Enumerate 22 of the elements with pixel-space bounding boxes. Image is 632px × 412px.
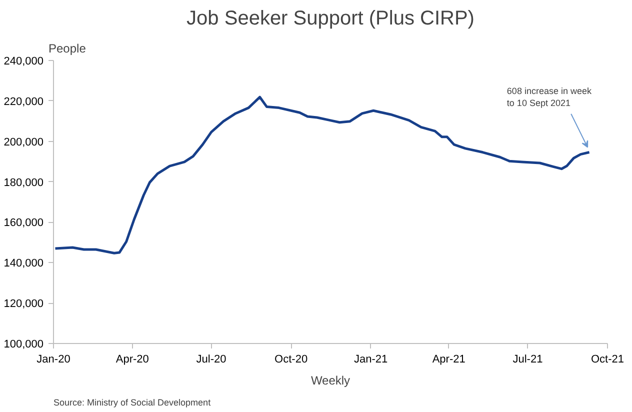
x-tick-label: Jan-20 — [36, 354, 70, 366]
y-tick-label: 200,000 — [4, 136, 44, 148]
x-tick-label: Apr-21 — [432, 354, 466, 366]
x-tick-label: Oct-21 — [590, 354, 624, 366]
x-tick-label: Jul-20 — [196, 354, 226, 366]
x-tick-label: Jan-21 — [354, 354, 388, 366]
x-tick-label: Apr-20 — [116, 354, 149, 366]
y-tick-label: 240,000 — [4, 56, 44, 68]
annotation: 608 increase in week to 10 Sept 2021 — [506, 86, 592, 108]
line-series — [54, 96, 591, 254]
y-tick-label: 180,000 — [4, 176, 44, 189]
x-tick-label: Oct-20 — [274, 354, 308, 366]
y-tick-label: 100,000 — [4, 338, 44, 350]
chart-title: Job Seeker Support (Plus CIRP) — [186, 8, 474, 30]
source-note: Source: Ministry of Social Development — [54, 398, 212, 408]
y-tick-label: 120,000 — [4, 298, 44, 310]
y-axis-title: People — [48, 42, 86, 56]
y-tick-label: 140,000 — [4, 258, 44, 270]
y-tick-label: 220,000 — [4, 96, 44, 108]
y-tick-label: 160,000 — [4, 217, 44, 230]
x-axis-title: Weekly — [310, 374, 350, 388]
x-tick-label: Jul-21 — [512, 354, 543, 366]
